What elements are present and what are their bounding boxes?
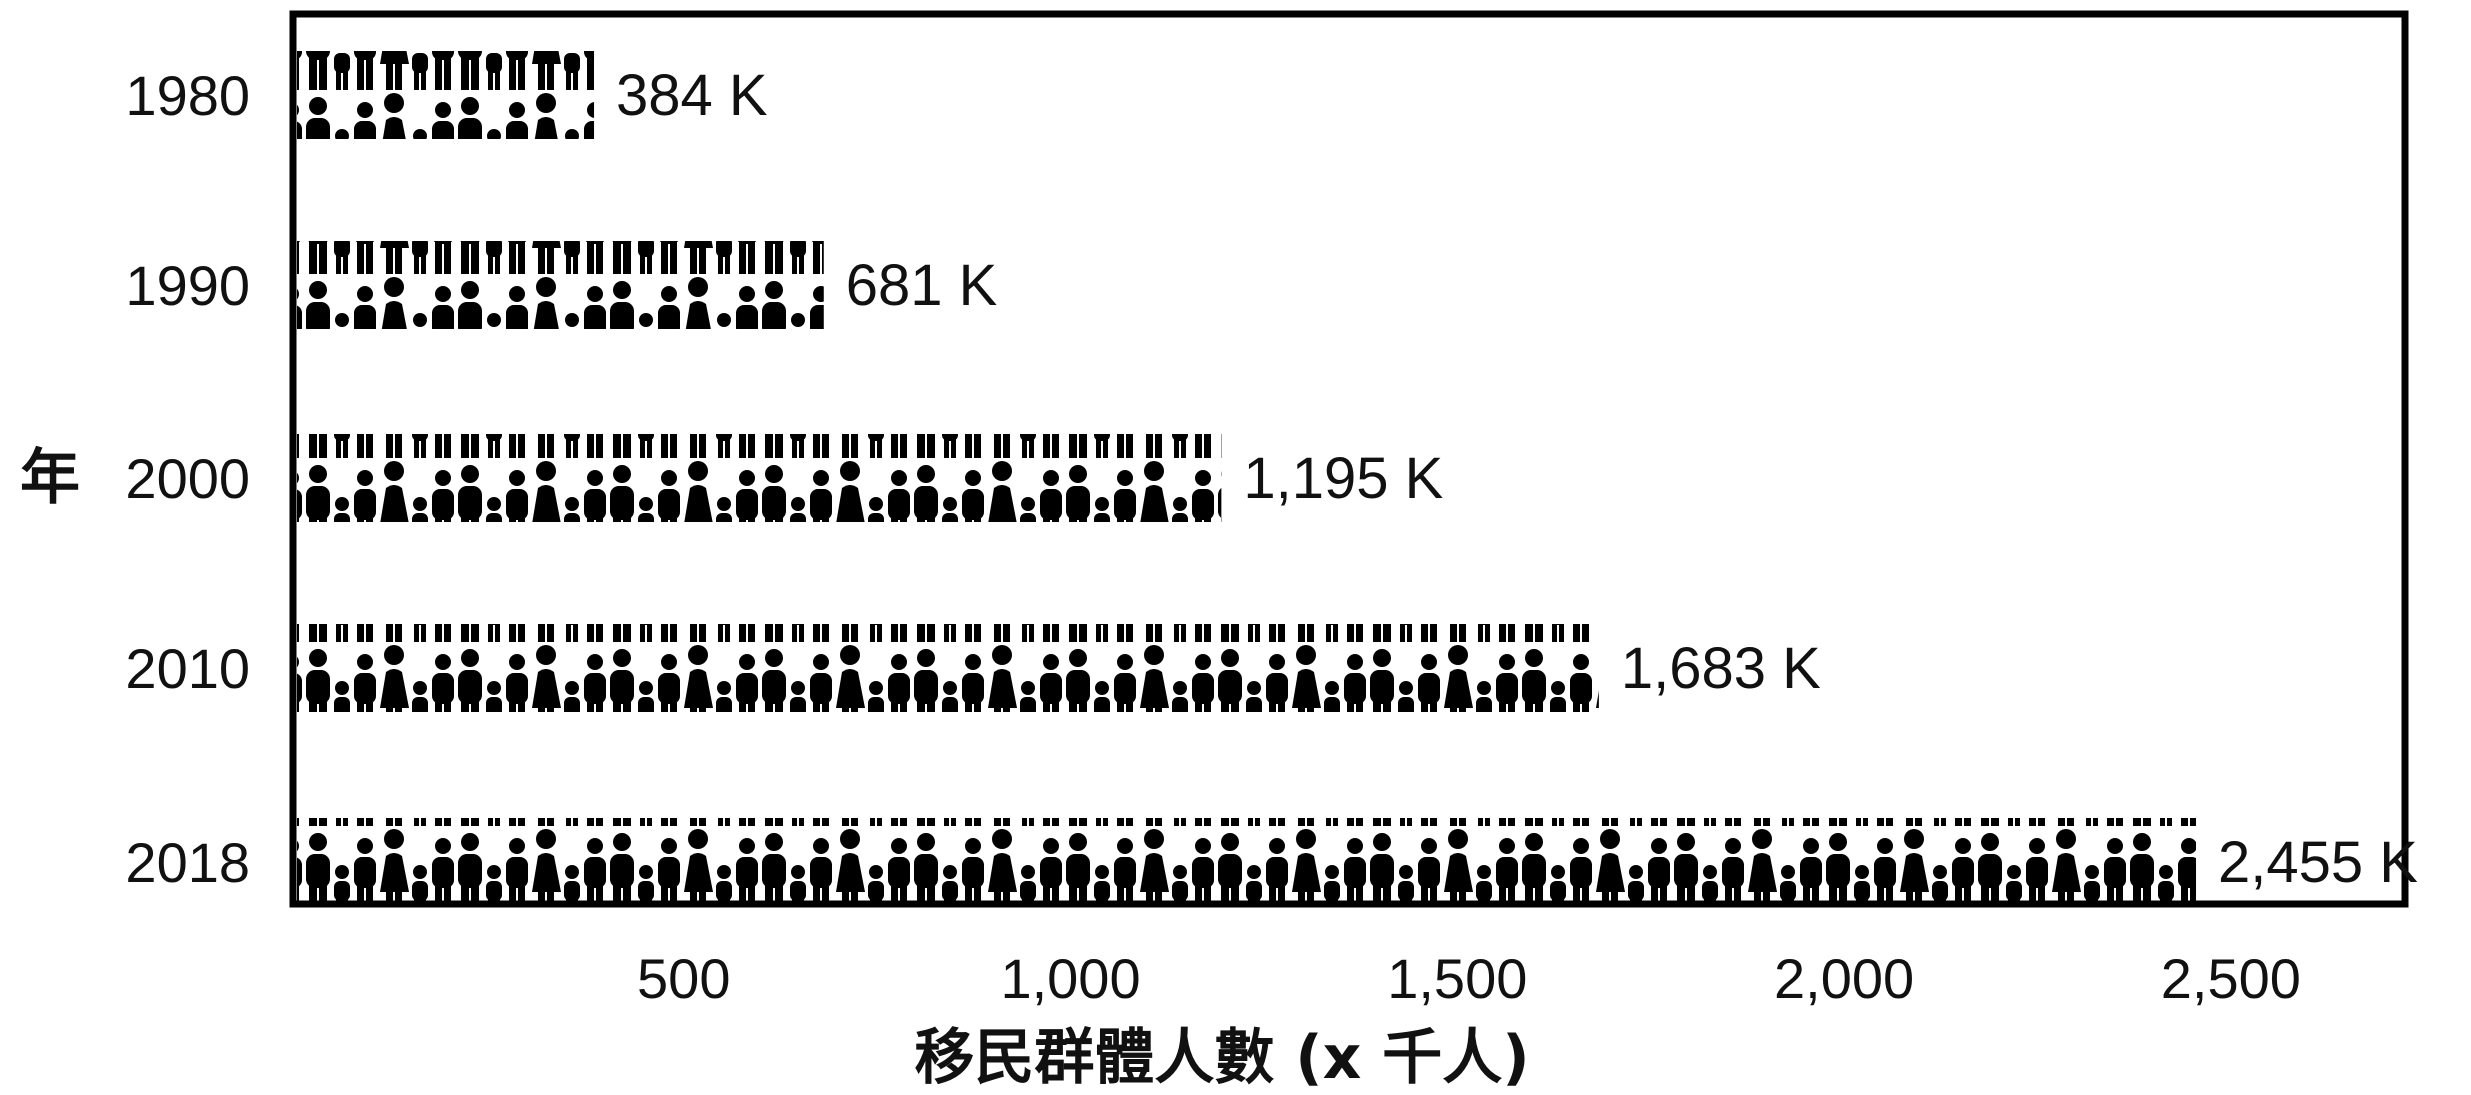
bar-1980 xyxy=(297,51,595,139)
x-tick-2000: 2,000 xyxy=(1774,947,1914,1010)
y-tick-1980: 1980 xyxy=(125,64,250,127)
value-label-2000: 1,195 K xyxy=(1243,446,1443,511)
value-label-2018: 2,455 K xyxy=(2218,830,2418,895)
value-label-2010: 1,683 K xyxy=(1621,636,1821,701)
bar-2010 xyxy=(297,624,1599,712)
x-axis-title: 移民群體人數 (x 千人) xyxy=(914,1023,1529,1093)
x-tick-labels: 500 1,000 1,500 2,000 2,500 xyxy=(637,947,2301,1010)
value-label-1990: 681 K xyxy=(846,253,998,318)
y-tick-2018: 2018 xyxy=(125,831,250,894)
x-tick-1500: 1,500 xyxy=(1387,947,1527,1010)
x-tick-500: 500 xyxy=(637,947,730,1010)
bar-2000 xyxy=(297,434,1222,522)
y-tick-1990: 1990 xyxy=(125,254,250,317)
y-tick-2000: 2000 xyxy=(125,447,250,510)
y-tick-2010: 2010 xyxy=(125,637,250,700)
bar-1990 xyxy=(297,241,824,329)
x-tick-2500: 2,500 xyxy=(2161,947,2301,1010)
bar-2018 xyxy=(297,818,2197,906)
x-tick-1000: 1,000 xyxy=(1000,947,1140,1010)
bars-group: 384 K 681 K 1,195 K 1,683 K 2,455 K xyxy=(297,51,2418,906)
y-tick-labels: 1980 1990 2000 2010 2018 xyxy=(125,64,250,894)
value-label-1980: 384 K xyxy=(616,63,768,128)
y-axis-title: 年 xyxy=(20,443,80,513)
